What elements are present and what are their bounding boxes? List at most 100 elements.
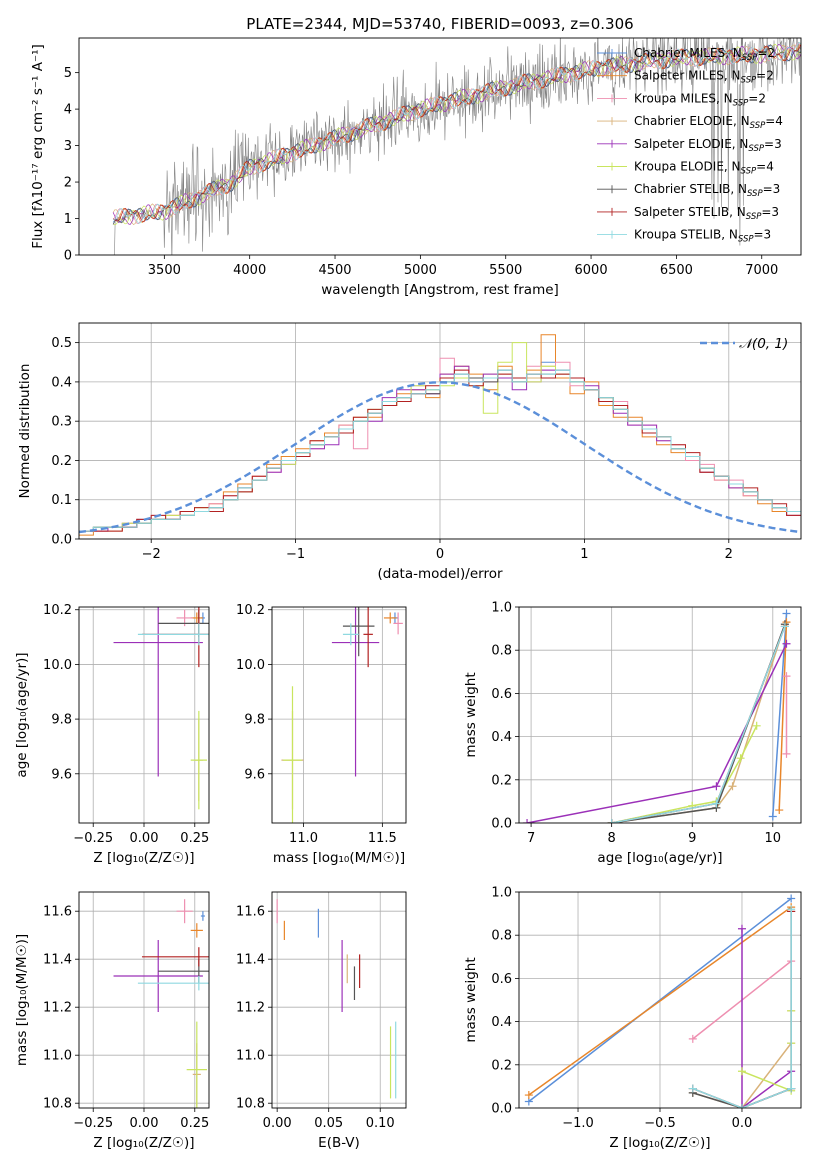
x-tick-label: 11.0 — [289, 831, 318, 846]
x-tick-label: 11.5 — [368, 831, 397, 846]
errorbar-point-chabrier-stelib — [342, 607, 375, 657]
x-tick-label: 6000 — [575, 263, 608, 278]
weight-series-salpeter-elodie — [737, 924, 796, 1108]
weight-line — [611, 725, 758, 823]
y-tick-label: 0.8 — [491, 929, 512, 944]
y-tick-label: 10.0 — [236, 658, 265, 673]
weight-marker — [737, 924, 746, 933]
y-tick-label: 0.0 — [491, 817, 512, 832]
x-axis-label: Z [log₁₀(Z/Z☉)] — [93, 1135, 194, 1151]
x-tick-label: 0 — [436, 547, 444, 562]
y-tick-label: 2 — [64, 176, 72, 191]
weight-marker — [787, 905, 796, 914]
observed-spectrum-line — [113, 38, 801, 255]
weight-series-kroupa-elodie — [737, 1006, 796, 1095]
axes-frame — [78, 606, 210, 824]
weight-marker — [780, 622, 789, 631]
plot-area-ebv-mass — [272, 892, 406, 1108]
legend-label: Salpeter MILES, NSSP=2 — [634, 69, 774, 86]
y-tick-label: 0.4 — [51, 375, 72, 390]
model-spectrum-line — [112, 43, 801, 223]
weight-line — [692, 909, 792, 1108]
weight-marker — [728, 782, 737, 791]
y-tick-label: 11.4 — [236, 953, 265, 968]
x-tick-label: 0.00 — [263, 1116, 292, 1131]
plot-area-mass-age — [272, 607, 406, 823]
weight-series-chabrier-elodie — [607, 620, 789, 823]
y-tick-label: 0.2 — [51, 454, 72, 469]
errorbar-point-salpeter-elodie — [331, 607, 380, 777]
plot-area-z-age — [79, 607, 209, 823]
weight-marker — [782, 639, 791, 648]
x-tick-label: 0.25 — [180, 1116, 209, 1131]
y-tick-label: 5 — [64, 66, 72, 81]
weight-marker — [787, 1084, 796, 1093]
weight-marker — [607, 819, 616, 823]
errorbar-point-salpeter-elodie — [113, 607, 203, 777]
weight-series-salpeter-elodie — [523, 639, 791, 823]
x-tick-label: 0.05 — [314, 1116, 343, 1131]
weight-marker — [688, 1084, 697, 1093]
model-spectrum-line — [112, 42, 801, 223]
weight-series-salpeter-stelib — [607, 622, 789, 823]
x-tick-label: 6500 — [660, 263, 693, 278]
y-tick-label: 11.0 — [43, 1049, 72, 1064]
plot-area-z-weight — [519, 892, 801, 1108]
x-tick-label: 8 — [608, 831, 616, 846]
y-tick-label: 11.4 — [43, 953, 72, 968]
legend-label: Kroupa ELODIE, NSSP=4 — [634, 160, 774, 177]
panel-ebv-mass: 0.00 0.05 0.10 10.8 11.0 11.2 11.4 11.6 E(B-V) — [236, 891, 407, 1151]
errorbar-point-salpeter-stelib — [363, 607, 373, 668]
histogram-step-kroupa-stelib — [79, 369, 801, 532]
weight-marker — [752, 721, 761, 730]
weight-marker — [782, 609, 791, 618]
x-tick-label: 9 — [688, 831, 696, 846]
y-tick-label: 0.5 — [51, 336, 72, 351]
x-tick-label: 4000 — [233, 263, 266, 278]
x-tick-label: 0.25 — [180, 831, 209, 846]
errorbar-point-salpeter-elodie — [113, 940, 203, 1012]
y-tick-label: 9.8 — [244, 713, 265, 728]
legend-label: Chabrier STELIB, NSSP=3 — [634, 182, 780, 199]
y-tick-label: 3 — [64, 139, 72, 154]
plot-area-z-mass — [79, 892, 209, 1108]
weight-marker — [523, 819, 532, 823]
axes-frame — [271, 891, 407, 1109]
x-tick-label: 1 — [580, 547, 588, 562]
weight-line — [528, 897, 792, 1103]
spectrum-legend: Chabrier MILES, NSSP=2 Salpeter MILES, NS… — [597, 46, 783, 245]
x-tick-label: 2 — [725, 547, 733, 562]
weight-series-kroupa-stelib — [688, 905, 796, 1108]
y-tick-label: 1.0 — [491, 601, 512, 616]
x-tick-label: −1 — [286, 547, 305, 562]
panel-z-age: −0.25 0.00 0.25 9.6 9.8 10.0 10.2 Z [log₁₀(Z/Z☉… — [14, 603, 210, 866]
x-tick-label: 5500 — [489, 263, 522, 278]
y-tick-label: 0.4 — [491, 1015, 512, 1030]
y-tick-label: 0.6 — [491, 972, 512, 987]
panel-spectrum: 3500 4000 4500 5000 5500 6000 6500 7000 0 1 2 3 4 5 wa… — [30, 37, 802, 298]
x-tick-label: −0.5 — [644, 1116, 676, 1131]
y-tick-label: 9.6 — [244, 767, 265, 782]
errorbar-point-kroupa-miles — [393, 612, 403, 635]
x-axis-label: mass [log₁₀(M/M☉)] — [273, 850, 405, 866]
panel-mass-age: 11.0 11.5 9.6 9.8 10.0 10.2 mass [log₁₀(M/M☉)] — [236, 603, 407, 866]
errorbar-point-kroupa-elodie — [190, 710, 207, 810]
weight-line — [778, 622, 788, 811]
y-tick-label: 0.0 — [51, 533, 72, 548]
axes-frame — [518, 606, 802, 824]
y-tick-label: 0 — [64, 249, 72, 264]
x-axis-label: E(B-V) — [318, 1135, 360, 1151]
y-tick-label: 1.0 — [491, 886, 512, 901]
y-tick-label: 1 — [64, 212, 72, 227]
model-spectrum-line — [112, 43, 801, 225]
y-tick-label: 11.0 — [236, 1049, 265, 1064]
y-axis-label: Normed distribution — [17, 364, 33, 499]
legend-label: Kroupa STELIB, NSSP=3 — [634, 228, 771, 245]
legend-label: Kroupa MILES, NSSP=2 — [634, 91, 766, 108]
y-tick-label: 0.2 — [491, 1058, 512, 1073]
errorbar-point-kroupa-elodie — [186, 1021, 207, 1108]
weight-line — [611, 624, 786, 823]
panel-z-mass: −0.25 0.00 0.25 10.8 11.0 11.2 11.4 11.6 Z [log₁… — [14, 891, 210, 1151]
y-tick-label: 11.2 — [236, 1001, 265, 1016]
